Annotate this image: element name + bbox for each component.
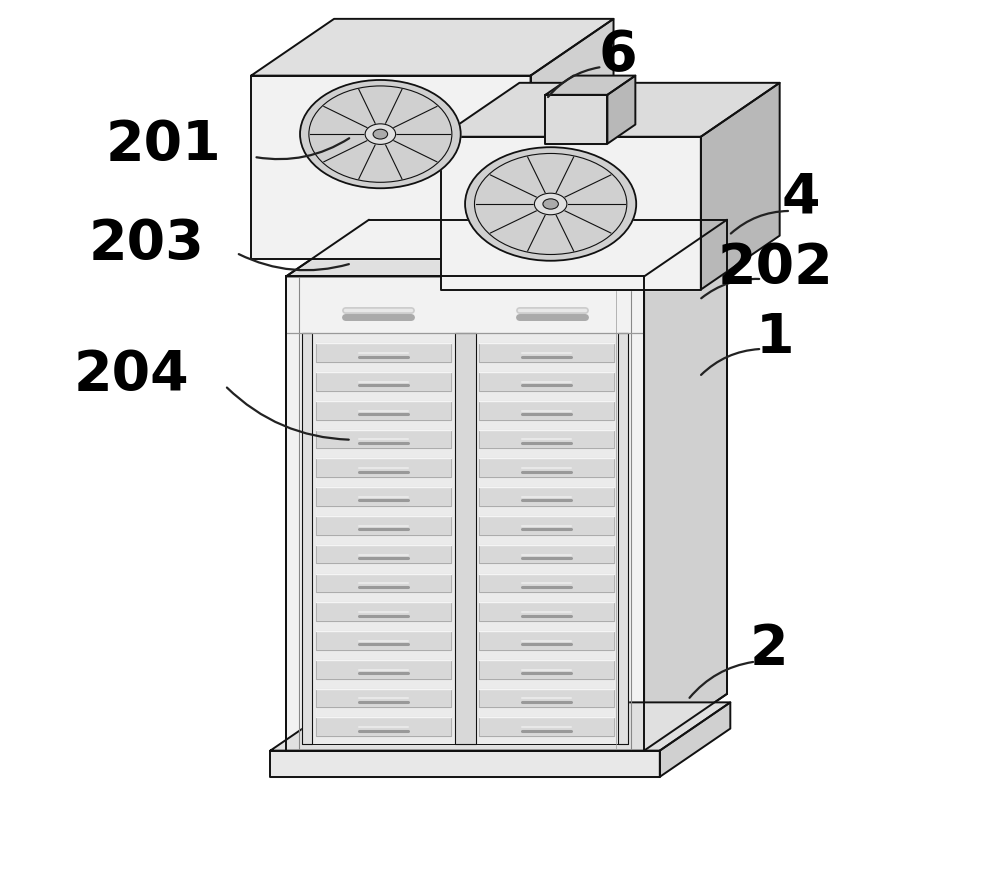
Polygon shape xyxy=(286,277,644,751)
Polygon shape xyxy=(479,717,614,736)
Polygon shape xyxy=(270,751,660,777)
Polygon shape xyxy=(316,660,451,679)
Polygon shape xyxy=(270,703,730,751)
Ellipse shape xyxy=(543,199,558,209)
Polygon shape xyxy=(316,545,451,563)
Polygon shape xyxy=(316,717,451,736)
Ellipse shape xyxy=(465,147,636,261)
Polygon shape xyxy=(545,95,607,144)
Polygon shape xyxy=(316,631,451,650)
Polygon shape xyxy=(479,689,614,708)
Polygon shape xyxy=(286,220,727,277)
Text: 204: 204 xyxy=(74,348,189,402)
Polygon shape xyxy=(660,703,730,777)
Polygon shape xyxy=(312,333,455,744)
Polygon shape xyxy=(618,333,628,744)
Text: 201: 201 xyxy=(106,118,222,173)
Polygon shape xyxy=(479,574,614,592)
Polygon shape xyxy=(441,137,701,290)
Text: 6: 6 xyxy=(599,29,637,82)
Polygon shape xyxy=(316,574,451,592)
Polygon shape xyxy=(479,343,614,362)
Polygon shape xyxy=(302,333,312,744)
Text: 1: 1 xyxy=(756,311,794,364)
Polygon shape xyxy=(316,458,451,477)
Ellipse shape xyxy=(373,130,388,139)
Text: 2: 2 xyxy=(750,622,788,676)
Polygon shape xyxy=(479,603,614,621)
Polygon shape xyxy=(316,487,451,506)
Polygon shape xyxy=(479,372,614,391)
Polygon shape xyxy=(545,75,635,95)
Ellipse shape xyxy=(300,80,461,188)
Ellipse shape xyxy=(365,124,396,145)
Polygon shape xyxy=(316,401,451,420)
Polygon shape xyxy=(316,343,451,362)
Polygon shape xyxy=(531,19,614,259)
Polygon shape xyxy=(479,487,614,506)
Polygon shape xyxy=(479,545,614,563)
Polygon shape xyxy=(316,372,451,391)
Polygon shape xyxy=(607,75,635,144)
Polygon shape xyxy=(316,516,451,534)
Text: 4: 4 xyxy=(782,171,821,225)
Polygon shape xyxy=(479,429,614,449)
Polygon shape xyxy=(701,83,780,290)
Polygon shape xyxy=(316,689,451,708)
Polygon shape xyxy=(479,516,614,534)
Ellipse shape xyxy=(534,194,567,215)
Polygon shape xyxy=(479,660,614,679)
Text: 203: 203 xyxy=(88,217,204,272)
Polygon shape xyxy=(455,333,476,744)
Polygon shape xyxy=(316,603,451,621)
Polygon shape xyxy=(476,333,618,744)
Polygon shape xyxy=(441,83,780,137)
Polygon shape xyxy=(479,631,614,650)
Polygon shape xyxy=(479,401,614,420)
Text: 202: 202 xyxy=(717,241,833,294)
Polygon shape xyxy=(316,429,451,449)
Polygon shape xyxy=(644,220,727,751)
Polygon shape xyxy=(251,75,531,259)
Polygon shape xyxy=(479,458,614,477)
Polygon shape xyxy=(251,19,614,75)
